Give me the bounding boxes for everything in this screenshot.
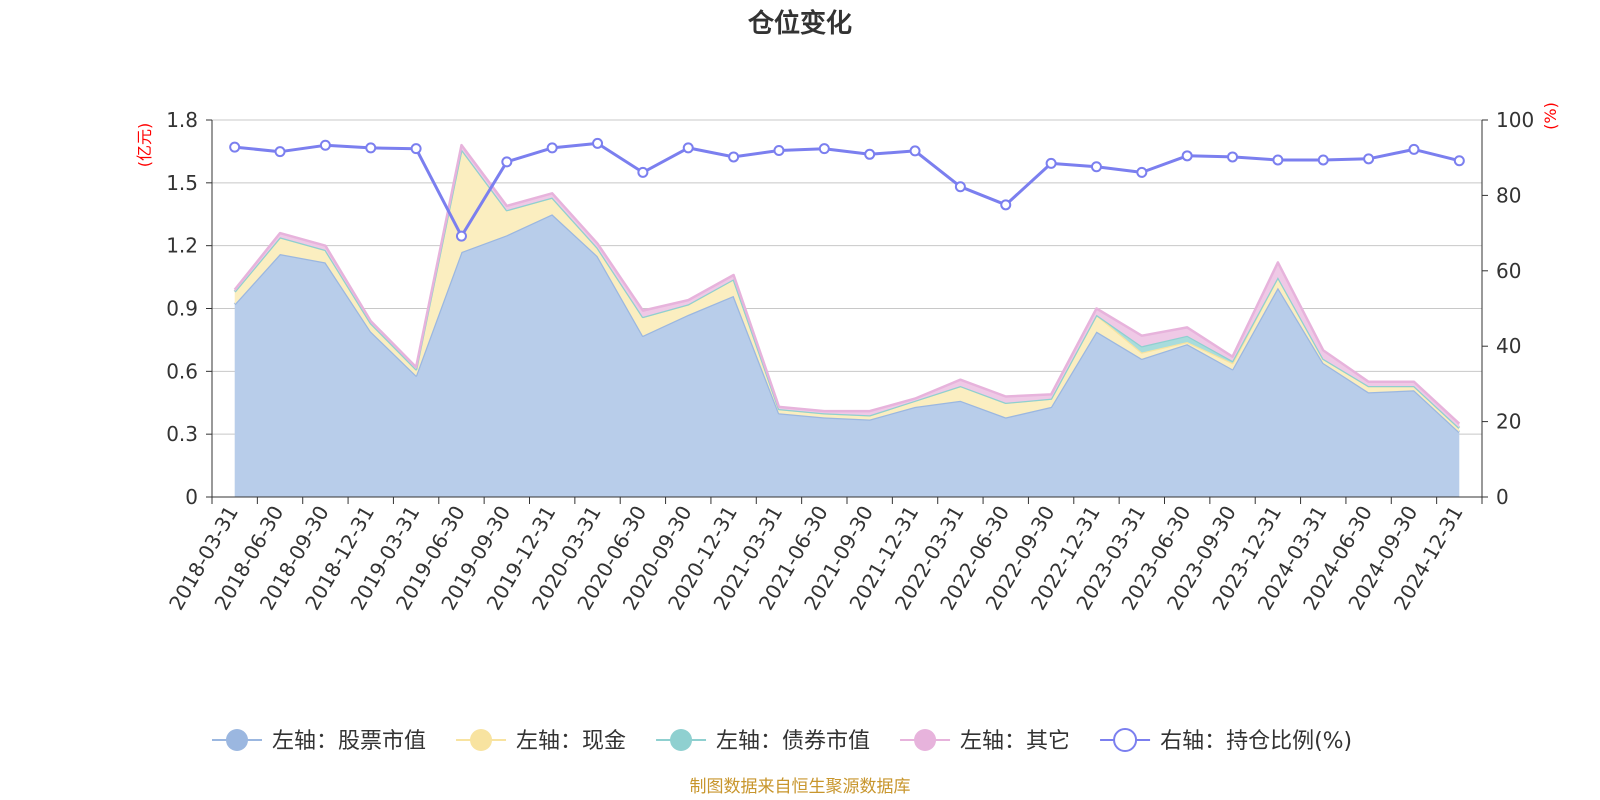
ratio-point[interactable] (1181, 150, 1193, 162)
legend-marker-icon (470, 729, 493, 751)
ratio-point[interactable] (501, 156, 513, 168)
legend-label: 左轴：债券市值 (716, 729, 870, 754)
legend-marker-icon (670, 729, 693, 751)
left-axis-tick-label: 0.9 (166, 297, 198, 321)
right-axis-unit: (%) (1541, 102, 1560, 130)
ratio-point[interactable] (1272, 154, 1284, 166)
legend-item[interactable]: 右轴：持仓比例(%) (1100, 728, 1352, 754)
legend-item[interactable]: 左轴：其它 (900, 729, 1070, 754)
left-axis-tick-label: 1.2 (166, 234, 198, 258)
ratio-line (234, 141, 1460, 238)
area-line-左轴：其它 (233, 143, 1461, 425)
ratio-point[interactable] (682, 142, 694, 154)
ratio-point[interactable] (818, 143, 830, 155)
legend-item[interactable]: 左轴：股票市值 (212, 729, 426, 754)
area-左轴：股票市值 (234, 214, 1460, 498)
left-axis-tick-label: 0 (185, 485, 198, 509)
ratio-point[interactable] (728, 151, 740, 163)
left-axis-unit: (亿元) (135, 123, 154, 168)
ratio-point[interactable] (1363, 153, 1375, 165)
legend-marker-icon (226, 729, 248, 751)
left-axis-tick-label: 1.8 (166, 108, 198, 132)
ratio-point[interactable] (954, 181, 966, 193)
ratio-point[interactable] (319, 139, 331, 151)
right-axis-tick-label: 0 (1496, 485, 1509, 509)
ratio-point[interactable] (1045, 157, 1057, 169)
legend-item[interactable]: 左轴：现金 (456, 729, 626, 754)
ratio-point[interactable] (637, 166, 649, 178)
legend-label: 左轴：现金 (516, 729, 626, 754)
right-axis-tick-label: 80 (1496, 183, 1521, 207)
ratio-point[interactable] (229, 141, 241, 153)
ratio-point[interactable] (365, 142, 377, 154)
ratio-point[interactable] (274, 146, 286, 158)
ratio-point[interactable] (592, 137, 604, 149)
legend-marker-icon (1113, 728, 1138, 752)
legend-label: 左轴：其它 (960, 729, 1070, 754)
right-axis-tick-label: 60 (1496, 259, 1521, 283)
ratio-point[interactable] (909, 145, 921, 157)
legend-label: 左轴：股票市值 (272, 729, 426, 754)
legend[interactable]: 左轴：股票市值 左轴：现金 左轴：债券市值 左轴：其它 右轴：持仓比例(%) (212, 728, 1352, 754)
ratio-point[interactable] (1000, 199, 1012, 211)
right-axis-tick-label: 20 (1496, 410, 1521, 434)
left-axis-tick-label: 0.6 (166, 359, 198, 383)
left-axis-tick-label: 0.3 (166, 422, 198, 446)
ratio-point[interactable] (1408, 143, 1420, 155)
right-axis-tick-label: 100 (1496, 108, 1534, 132)
area-layers (233, 143, 1461, 498)
ratio-point[interactable] (1136, 166, 1148, 178)
ratio-point[interactable] (864, 148, 876, 160)
ratio-point[interactable] (455, 230, 467, 242)
chart-title: 仓位变化 (747, 8, 852, 39)
left-axis-tick-label: 1.5 (166, 171, 198, 195)
data-source: 制图数据来自恒生聚源数据库 (690, 777, 911, 797)
right-axis-tick-label: 40 (1496, 334, 1521, 358)
legend-label: 右轴：持仓比例(%) (1160, 729, 1352, 754)
ratio-point[interactable] (773, 145, 785, 157)
ratio-point[interactable] (1453, 155, 1465, 167)
legend-marker-icon (914, 729, 937, 751)
ratio-point[interactable] (410, 143, 422, 155)
legend-item[interactable]: 左轴：债券市值 (656, 729, 870, 754)
ratio-point[interactable] (1227, 151, 1239, 163)
ratio-point[interactable] (1317, 154, 1329, 166)
ratio-point[interactable] (546, 142, 558, 154)
ratio-line-layer (229, 137, 1465, 242)
ratio-point[interactable] (1090, 161, 1102, 173)
